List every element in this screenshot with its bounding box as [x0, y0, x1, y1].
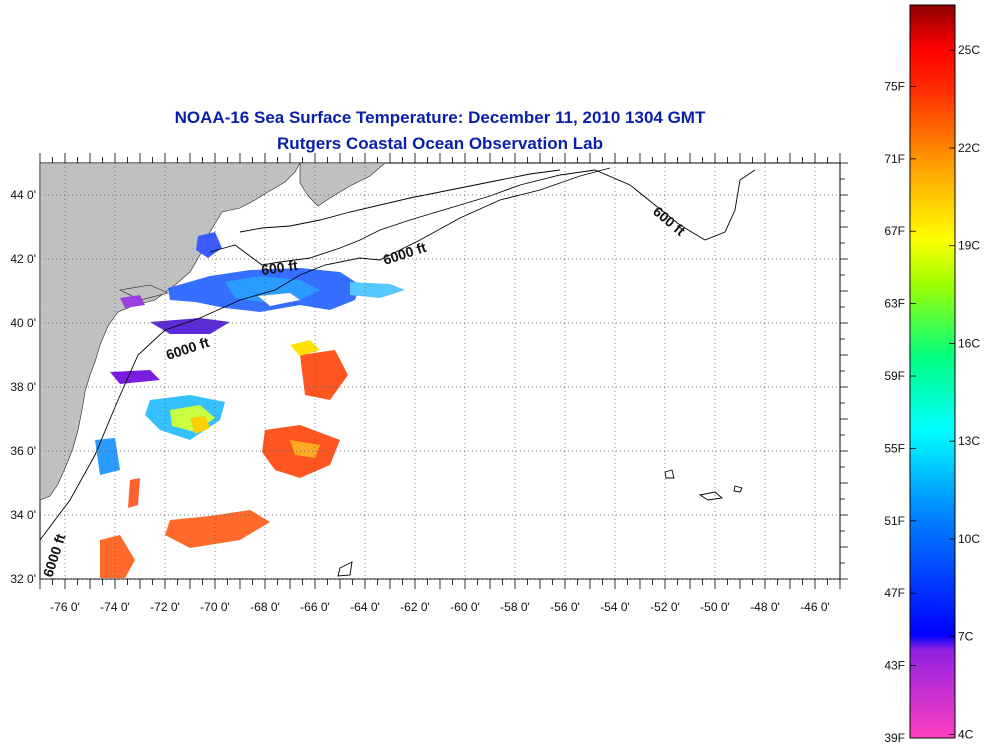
colorbar-c-label: 25C [958, 43, 980, 57]
map-subtitle: Rutgers Coastal Ocean Observation Lab [277, 134, 603, 153]
lon-tick-label: -70 0' [200, 600, 230, 614]
lon-tick-label: -46 0' [800, 600, 830, 614]
longitude-labels: -76 0' -74 0' -72 0' -70 0' -68 0' -66 0' -64 … [50, 600, 830, 614]
lon-tick-label: -50 0' [700, 600, 730, 614]
lon-tick-label: -56 0' [550, 600, 580, 614]
lon-tick-label: -58 0' [500, 600, 530, 614]
lon-tick-label: -72 0' [150, 600, 180, 614]
colorbar [909, 4, 956, 739]
colorbar-f-label: 47F [884, 586, 905, 600]
colorbar-f-label: 67F [884, 224, 905, 238]
sst-data [95, 232, 405, 578]
colorbar-f-label: 51F [884, 514, 905, 528]
colorbar-c-label: 7C [958, 630, 974, 644]
lon-tick-label: -52 0' [650, 600, 680, 614]
colorbar-f-label: 75F [884, 79, 905, 93]
lon-tick-label: -54 0' [600, 600, 630, 614]
lon-tick-label: -48 0' [750, 600, 780, 614]
colorbar-f-label: 43F [884, 659, 905, 673]
colorbar-fahrenheit-labels: 75F 71F 67F 63F 59F 55F 51F 47F 43F 39F [884, 79, 916, 745]
isobath-label-600ft-1: 600 ft [260, 257, 299, 278]
colorbar-c-label: 22C [958, 141, 980, 155]
colorbar-f-label: 59F [884, 369, 905, 383]
colorbar-c-label: 13C [958, 434, 980, 448]
lon-tick-label: -62 0' [400, 600, 430, 614]
colorbar-f-label: 39F [884, 731, 905, 745]
lat-tick-label: 44 0' [10, 188, 36, 202]
colorbar-c-label: 10C [958, 532, 980, 546]
lat-tick-label: 36 0' [10, 444, 36, 458]
axis-ticks [39, 153, 848, 589]
latitude-labels: 44 0' 42 0' 40 0' 38 0' 36 0' 34 0' 32 0' [10, 188, 36, 586]
lon-tick-label: -60 0' [450, 600, 480, 614]
lat-tick-label: 42 0' [10, 252, 36, 266]
colorbar-c-label: 19C [958, 239, 980, 253]
lon-tick-label: -74 0' [100, 600, 130, 614]
lon-tick-label: -76 0' [50, 600, 80, 614]
lat-tick-label: 34 0' [10, 508, 36, 522]
land-mass [39, 162, 386, 501]
lat-tick-label: 38 0' [10, 380, 36, 394]
colorbar-f-label: 63F [884, 297, 905, 311]
lon-tick-label: -68 0' [250, 600, 280, 614]
colorbar-c-label: 16C [958, 336, 980, 350]
colorbar-c-label: 4C [958, 727, 974, 741]
colorbar-f-label: 71F [884, 152, 905, 166]
lat-tick-label: 32 0' [10, 572, 36, 586]
lon-tick-label: -64 0' [350, 600, 380, 614]
colorbar-celsius-labels: 25C 22C 19C 16C 13C 10C 7C 4C [949, 43, 980, 741]
map-title: NOAA-16 Sea Surface Temperature: Decembe… [174, 108, 706, 127]
colorbar-f-label: 55F [884, 441, 905, 455]
lon-tick-label: -66 0' [300, 600, 330, 614]
lat-tick-label: 40 0' [10, 316, 36, 330]
